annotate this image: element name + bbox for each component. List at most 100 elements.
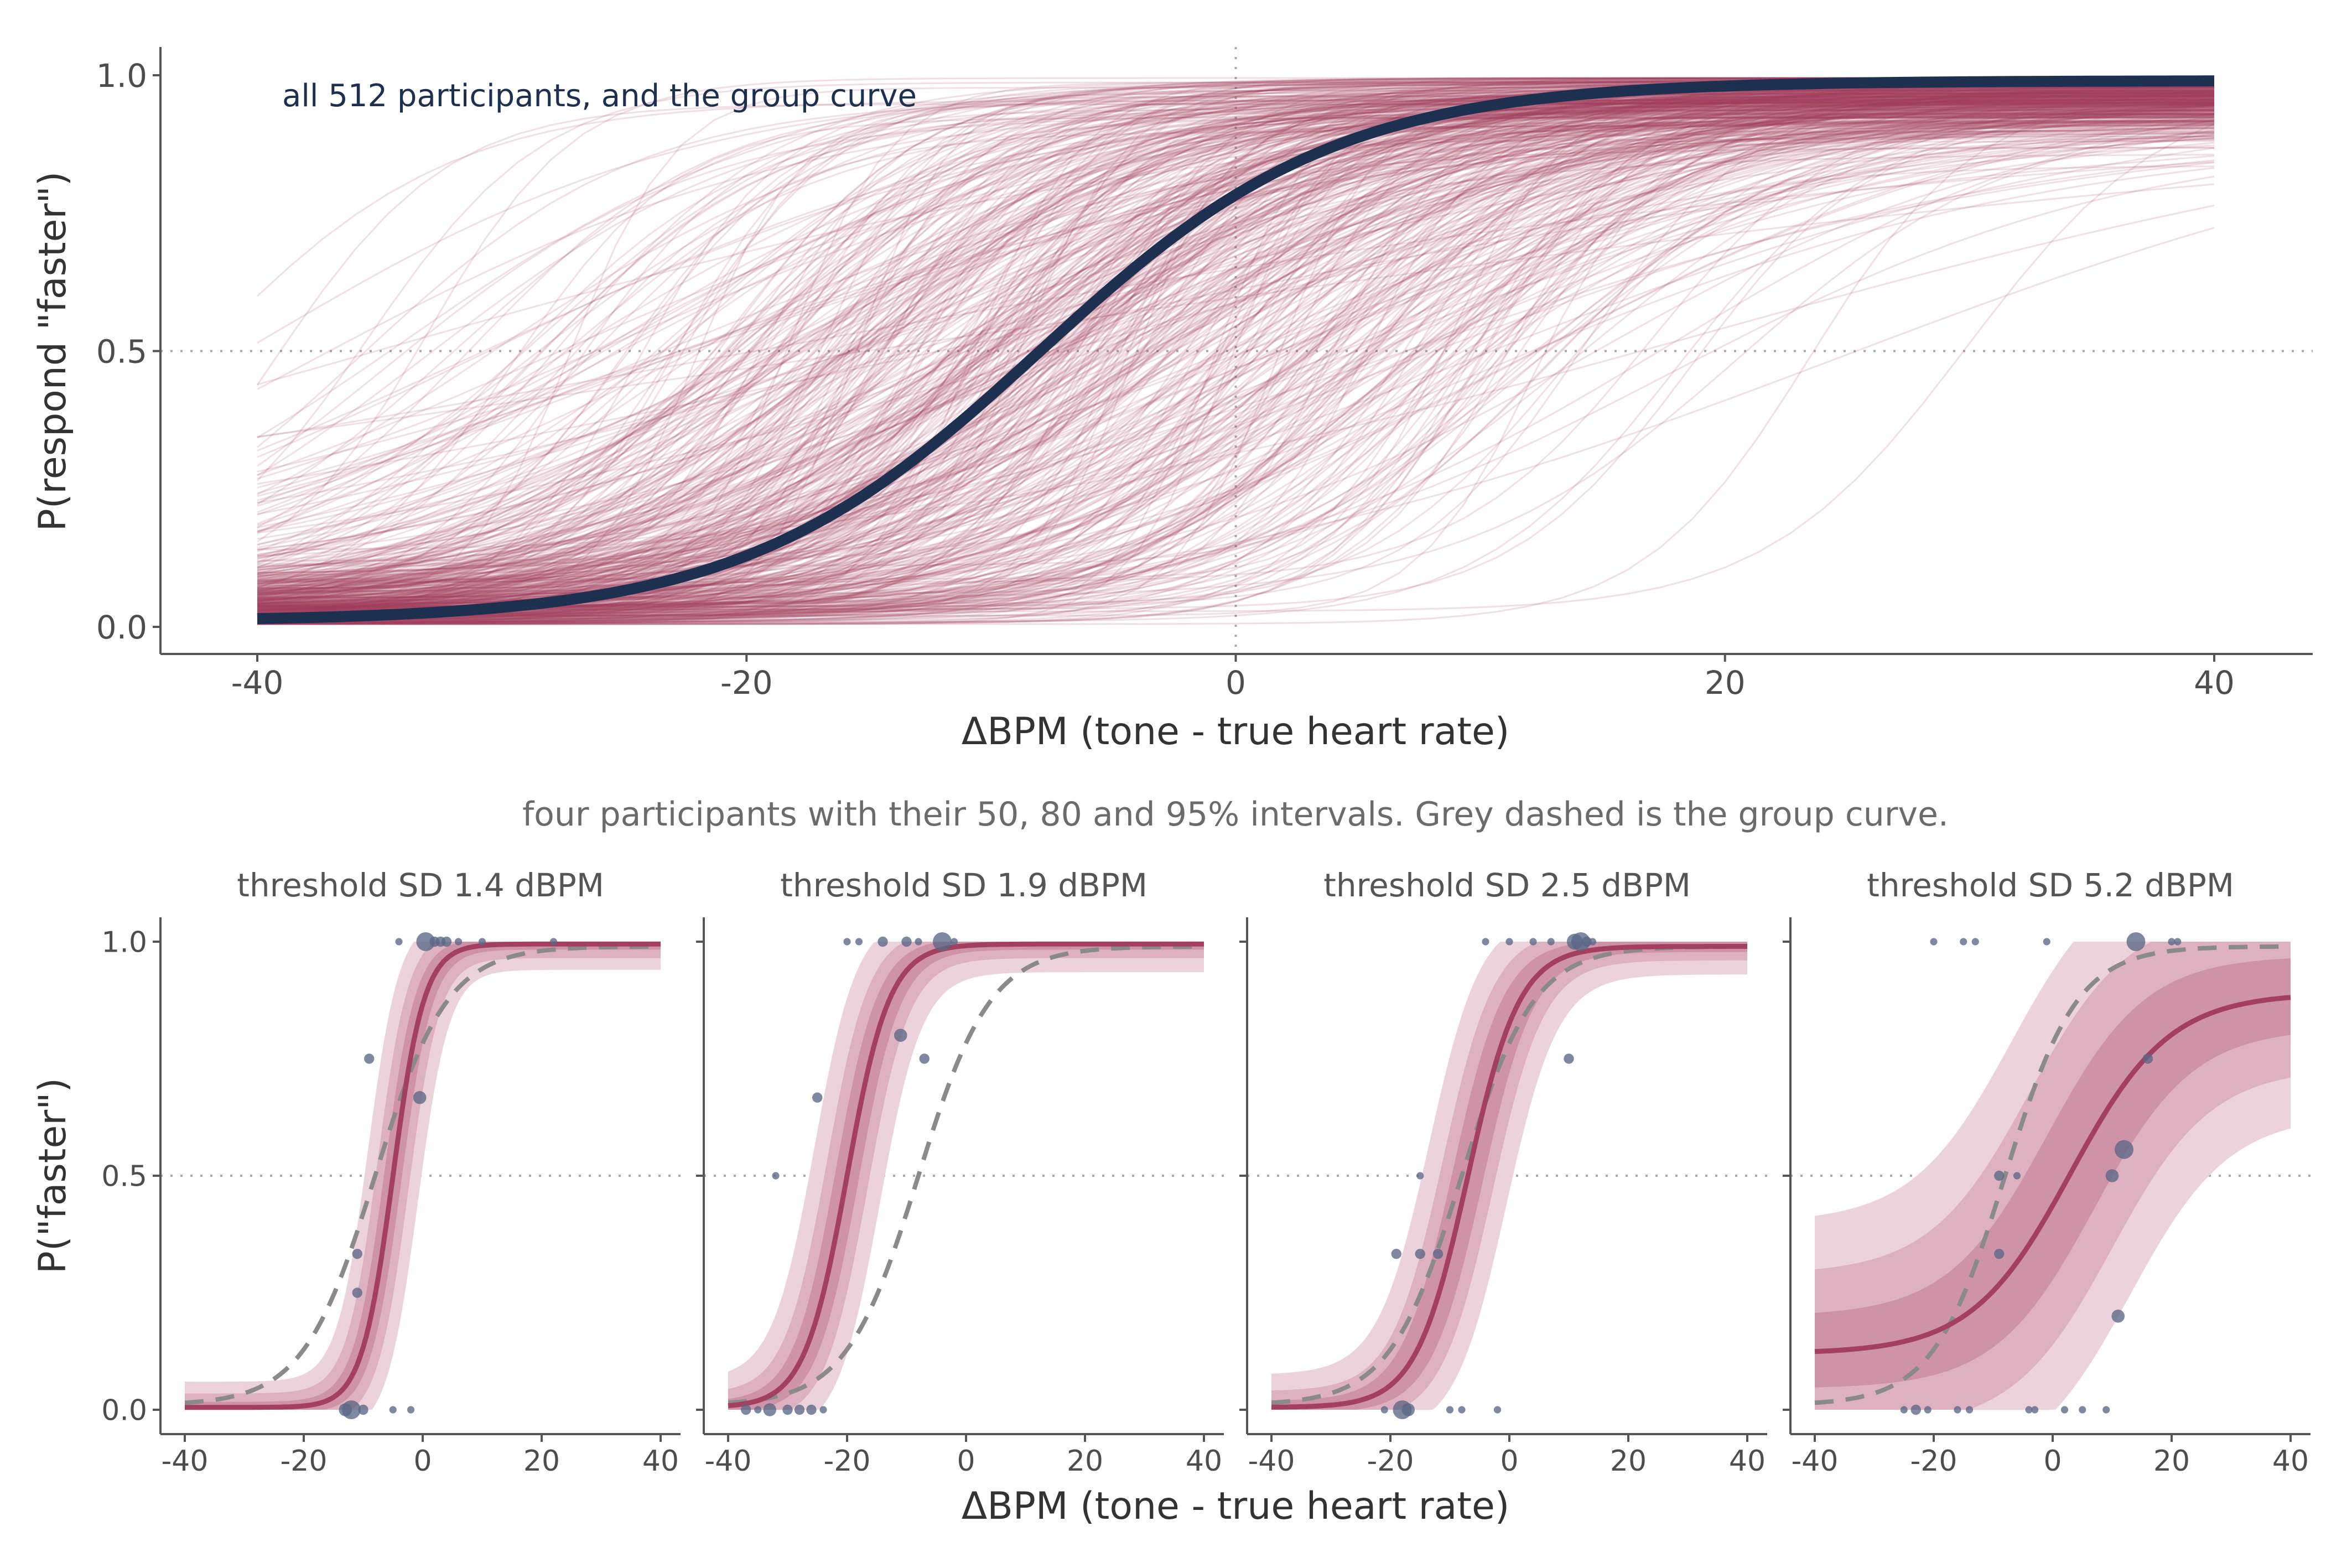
interval-80-band <box>728 942 1204 1410</box>
participant-curve <box>257 86 2215 594</box>
participant-curve <box>257 82 2215 625</box>
participant-curve <box>257 106 2214 551</box>
participant-curve <box>257 95 2214 620</box>
participant-curve <box>257 89 2215 625</box>
x-tick-label: -40 <box>1792 1445 1839 1478</box>
participant-curve <box>257 110 2214 609</box>
group-curve-dashed <box>728 944 1204 1405</box>
participant-curve <box>257 86 2215 606</box>
participant-curve <box>257 95 2215 533</box>
participant-curve <box>257 119 2215 624</box>
y-tick-label: 0.0 <box>101 1394 147 1427</box>
y-tick-label: 0.5 <box>96 333 147 370</box>
participant-curve <box>257 125 2214 616</box>
participant-curve <box>257 108 2215 589</box>
participant-curve <box>257 92 2214 617</box>
participant-curve <box>257 98 2215 607</box>
participant-curve <box>257 94 2215 614</box>
data-point <box>2013 1172 2021 1180</box>
data-point <box>933 932 952 951</box>
participant-curve <box>257 109 2214 605</box>
participant-curve <box>257 117 2214 594</box>
participant-curve <box>257 123 2215 551</box>
top-reference-lines <box>160 47 2313 654</box>
participant-curve <box>257 165 2215 618</box>
participant-curve <box>257 87 2215 585</box>
x-tick-label: -40 <box>1248 1445 1295 1478</box>
participant-curve <box>257 110 2215 583</box>
data-point <box>454 938 463 946</box>
top-annotation: all 512 participants, and the group curv… <box>282 78 917 114</box>
participant-curve <box>257 80 2215 563</box>
participant-curve <box>257 112 2215 616</box>
participant-curve <box>257 95 2215 596</box>
participant-curve <box>257 102 2214 608</box>
data-point <box>1380 1406 1388 1414</box>
participant-curve <box>257 110 2215 625</box>
participant-curve <box>257 112 2214 611</box>
participant-curve <box>257 114 2215 571</box>
interval-95-band <box>728 942 1204 1410</box>
participant-curve <box>257 120 2215 616</box>
data-point <box>806 1404 817 1415</box>
participant-curve <box>257 91 2215 624</box>
participant-curve <box>257 94 2215 609</box>
participant-curve <box>257 101 2215 591</box>
data-point <box>2105 1169 2119 1182</box>
participant-curve <box>257 98 2215 625</box>
participant-curve <box>257 120 2215 575</box>
participant-curve <box>257 113 2214 525</box>
participant-curve <box>257 92 2215 623</box>
participant-curve <box>257 121 2215 625</box>
participant-curve <box>257 103 2215 565</box>
participant-curve <box>257 91 2215 451</box>
participant-curve <box>257 104 2215 591</box>
participant-curve <box>257 125 2214 584</box>
participant-curve <box>257 112 2214 608</box>
data-point <box>1401 1403 1415 1416</box>
participant-curve <box>257 85 2215 609</box>
participant-curve <box>257 123 2215 612</box>
participant-curve <box>257 103 2215 386</box>
participant-curve <box>185 941 661 1410</box>
participant-curve <box>257 127 2214 612</box>
participant-curve <box>257 98 2215 546</box>
interval-50-band <box>1271 942 1747 1410</box>
participant-curve <box>257 85 2215 591</box>
participant-curve <box>257 103 2214 624</box>
participant-curve <box>257 96 2214 615</box>
interval-95-band <box>1271 942 1747 1410</box>
participant-curve <box>257 102 2215 585</box>
data-point <box>2079 1406 2086 1414</box>
participant-curve <box>257 82 2215 567</box>
participant-curve <box>257 102 2214 595</box>
participant-curve <box>257 91 2215 617</box>
participant-curve <box>257 97 2215 606</box>
x-tick-label: -40 <box>162 1445 209 1478</box>
participant-curve <box>257 106 2215 606</box>
data-point <box>1529 938 1537 946</box>
x-tick-label: 20 <box>1610 1445 1647 1478</box>
participant-curve <box>257 118 2215 585</box>
data-point <box>416 932 435 951</box>
participant-curve <box>257 93 2215 620</box>
participant-curve <box>257 111 2215 623</box>
participant-curve <box>257 87 2215 513</box>
participant-curve <box>257 98 2214 585</box>
data-point <box>1493 1406 1502 1414</box>
participant-curve <box>257 127 2215 591</box>
participant-curve <box>257 96 2215 583</box>
participant-curve <box>256 103 2214 386</box>
participant-curve <box>257 82 2215 623</box>
participant-curve <box>257 113 2215 583</box>
data-point <box>843 938 851 946</box>
participant-curve <box>257 147 2214 617</box>
data-point <box>1458 1406 1466 1414</box>
participant-curve <box>257 86 2215 581</box>
x-tick-label: -40 <box>231 664 284 702</box>
data-point <box>441 936 452 947</box>
participant-curve <box>257 89 2214 599</box>
x-tick-label: 40 <box>1186 1445 1222 1478</box>
bottom-y-axis-label: P("faster") <box>31 1078 75 1274</box>
top-y-axis-label: P(respond "faster") <box>31 172 75 531</box>
